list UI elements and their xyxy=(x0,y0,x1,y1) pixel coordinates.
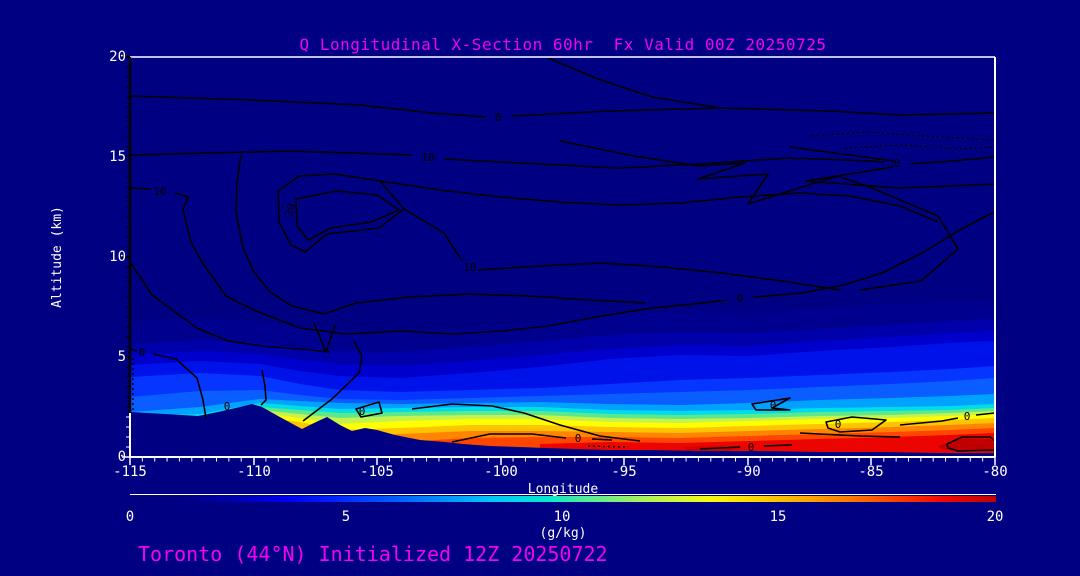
contour-label: 0 xyxy=(224,400,231,413)
contour-label: 0 xyxy=(359,405,366,418)
contour-label: 0 xyxy=(495,111,502,124)
contour-label: 0 xyxy=(737,292,744,305)
x-tick-label: -95 xyxy=(611,464,637,480)
x-tick-label: -100 xyxy=(484,464,518,480)
colorbar-tick-label: 5 xyxy=(341,509,351,525)
x-axis-title: Longitude xyxy=(527,482,599,497)
colorbar-tick-label: 15 xyxy=(769,509,787,525)
colorbar-units-label: (g/kg) xyxy=(539,526,587,541)
x-tick-label: -115 xyxy=(113,464,147,480)
contour-label: 0 xyxy=(139,346,146,359)
overlay-contours-dotted xyxy=(132,131,995,448)
terrain-silhouette xyxy=(130,404,995,457)
colorbar-gradient xyxy=(130,496,996,502)
contour-label: 0 xyxy=(748,441,755,454)
contour-label: 0 xyxy=(894,157,901,170)
plot-frame xyxy=(128,56,996,458)
y-tick-label: 20 xyxy=(109,49,126,65)
colorbar-tick-label: 20 xyxy=(986,509,1004,525)
contour-label: 0 xyxy=(964,410,971,423)
overlay-contours xyxy=(130,57,995,452)
contour-label: 0 xyxy=(835,418,842,431)
contour-label: 10 xyxy=(463,261,476,274)
contour-label: 10 xyxy=(421,151,434,164)
x-tick-label: -80 xyxy=(982,464,1008,480)
y-tick-label: 15 xyxy=(109,149,126,165)
init-info-text: Toronto (44°N) Initialized 12Z 20250722 xyxy=(138,542,608,566)
x-tick-label: -85 xyxy=(858,464,884,480)
colorbar-tick-label: 10 xyxy=(553,509,571,525)
y-tick-label: 10 xyxy=(109,249,126,265)
contour-label: 10 xyxy=(153,185,166,198)
page-title: Q Longitudinal X-Section 60hr Fx Valid 0… xyxy=(299,35,827,54)
colorbar-top-rule xyxy=(130,494,996,495)
contour-label: 0 xyxy=(575,432,582,445)
contour-labels: 0 10 0 10 20 0 10 0 0 0 0 0 0 0 0 xyxy=(139,111,971,454)
x-tick-label: -105 xyxy=(360,464,394,480)
contour-label: 20 xyxy=(282,202,298,218)
y-tick-label: 0 xyxy=(117,449,126,465)
colorbar-tick-label: 0 xyxy=(125,509,135,525)
contour-label: 0 xyxy=(770,399,777,412)
x-tick-label: -90 xyxy=(735,464,761,480)
y-tick-label: 5 xyxy=(117,349,126,365)
x-tick-label: -110 xyxy=(237,464,271,480)
